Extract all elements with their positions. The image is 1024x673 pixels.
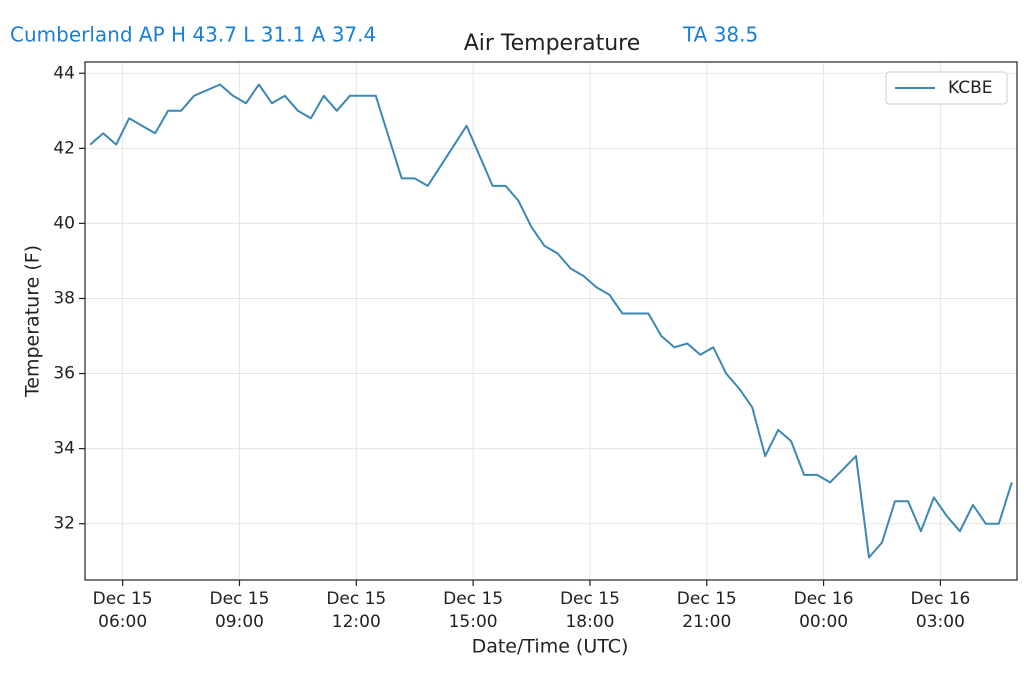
x-tick-label: Dec 15 15:00	[443, 589, 503, 632]
y-tick-label: 40	[53, 213, 75, 233]
y-tick-label: 32	[53, 514, 75, 534]
station-average: TA 38.5	[682, 23, 758, 47]
y-tick-label: 44	[53, 63, 75, 83]
data-line	[89, 83, 1013, 559]
y-tick-label: 38	[53, 288, 75, 308]
y-axis-label: Temperature (F)	[22, 245, 44, 398]
x-tick-label: Dec 15 09:00	[209, 589, 269, 632]
chart-title: Air Temperature	[464, 31, 641, 56]
y-tick-label: 34	[53, 439, 75, 459]
x-tick-label: Dec 16 03:00	[910, 589, 970, 632]
x-tick-label: Dec 15 12:00	[326, 589, 386, 632]
x-tick-label: Dec 15 06:00	[93, 589, 153, 632]
x-tick-label: Dec 16 00:00	[794, 589, 854, 632]
station-summary: Cumberland AP H 43.7 L 31.1 A 37.4	[10, 23, 376, 47]
x-tick-label: Dec 15 21:00	[677, 589, 737, 632]
x-axis-label: Date/Time (UTC)	[472, 636, 629, 658]
plot-frame	[84, 61, 1018, 581]
x-tick-label: Dec 15 18:00	[560, 589, 620, 632]
y-tick-label: 42	[53, 138, 75, 158]
legend-label: KCBE	[948, 78, 993, 98]
y-tick-label: 36	[53, 364, 75, 384]
legend-box	[885, 71, 1008, 105]
